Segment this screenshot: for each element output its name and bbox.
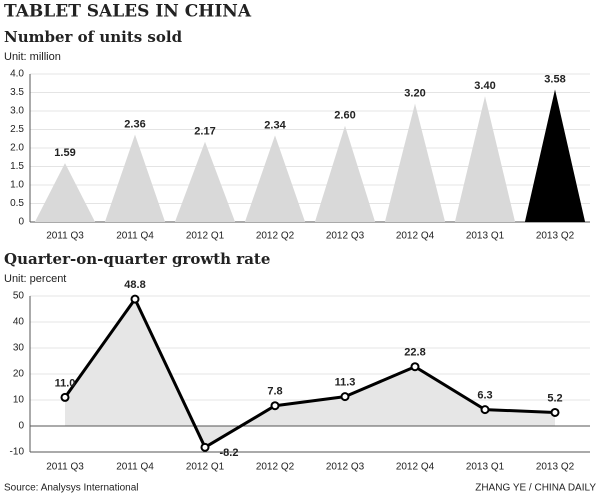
x-tick-label: 2011 Q3 [46, 462, 84, 473]
value-label: 2.36 [124, 119, 145, 131]
value-label: 11.3 [335, 377, 356, 389]
y-tick-label: 50 [13, 291, 25, 302]
y-tick-label: 10 [13, 395, 25, 406]
credit: ZHANG YE / CHINA DAILY [475, 483, 596, 494]
value-label: 5.2 [547, 392, 562, 404]
chart-subtitle: Unit: percent [4, 273, 66, 285]
triangle [314, 125, 376, 222]
value-label: 7.8 [267, 386, 282, 398]
y-tick-label: 0 [18, 421, 24, 432]
triangle [34, 163, 96, 222]
x-tick-label: 2011 Q4 [116, 462, 154, 473]
triangle [524, 89, 586, 222]
y-tick-label: 0.5 [10, 198, 24, 209]
value-label: 3.40 [474, 80, 495, 92]
x-tick-label: 2012 Q4 [396, 231, 435, 242]
x-tick-label: 2012 Q4 [396, 462, 435, 473]
page-title: TABLET SALES IN CHINA [4, 2, 252, 22]
x-tick-label: 2013 Q1 [466, 231, 505, 242]
value-label: 2.34 [264, 119, 286, 131]
value-label: 22.8 [404, 347, 425, 359]
source: Source: Analysys International [4, 483, 139, 494]
y-tick-label: 0 [18, 217, 24, 228]
chart-subtitle: Unit: million [4, 51, 61, 63]
point [130, 294, 140, 304]
area [65, 299, 555, 448]
value-label: 6.3 [477, 390, 492, 402]
x-tick-label: 2012 Q2 [256, 462, 295, 473]
y-tick-label: 3.5 [10, 87, 24, 98]
point [550, 407, 560, 417]
triangle [244, 135, 306, 222]
x-tick-label: 2011 Q4 [116, 231, 154, 242]
value-label: 11.0 [55, 377, 76, 389]
x-tick-label: 2013 Q2 [536, 231, 575, 242]
x-tick-label: 2012 Q1 [186, 231, 225, 242]
triangle [174, 141, 236, 222]
point [200, 442, 210, 452]
x-tick-label: 2011 Q3 [46, 231, 84, 242]
value-label: 1.59 [54, 147, 75, 159]
value-label: 48.8 [124, 279, 145, 291]
point [480, 405, 490, 415]
triangle [384, 103, 446, 222]
x-tick-label: 2013 Q2 [536, 462, 575, 473]
y-tick-label: 1.5 [10, 161, 24, 172]
x-tick-label: 2012 Q2 [256, 231, 295, 242]
point [410, 362, 420, 372]
value-label: 3.58 [544, 73, 565, 85]
line [63, 297, 556, 449]
x-tick-label: 2012 Q3 [326, 462, 365, 473]
y-tick-label: 30 [13, 343, 25, 354]
point [340, 392, 350, 402]
y-tick-label: 2.0 [10, 143, 24, 154]
x-tick-label: 2012 Q3 [326, 231, 365, 242]
y-tick-label: 20 [13, 369, 25, 380]
chart-title: Number of units sold [4, 28, 183, 46]
y-tick-label: 2.5 [10, 124, 24, 135]
value-label: -8.2 [220, 447, 239, 459]
y-tick-label: -10 [10, 447, 25, 458]
x-tick-label: 2012 Q1 [186, 462, 225, 473]
triangle [454, 96, 516, 222]
y-tick-label: 3.0 [10, 106, 24, 117]
triangle [104, 134, 166, 222]
value-label: 2.17 [194, 126, 215, 138]
point [60, 392, 70, 402]
y-tick-label: 4.0 [10, 69, 24, 80]
y-tick-label: 1.0 [10, 180, 24, 191]
value-label: 3.20 [404, 88, 425, 100]
x-tick-label: 2013 Q1 [466, 462, 505, 473]
chart-title: Quarter-on-quarter growth rate [4, 250, 270, 268]
value-label: 2.60 [334, 110, 355, 122]
y-tick-label: 40 [13, 317, 25, 328]
point [270, 401, 280, 411]
